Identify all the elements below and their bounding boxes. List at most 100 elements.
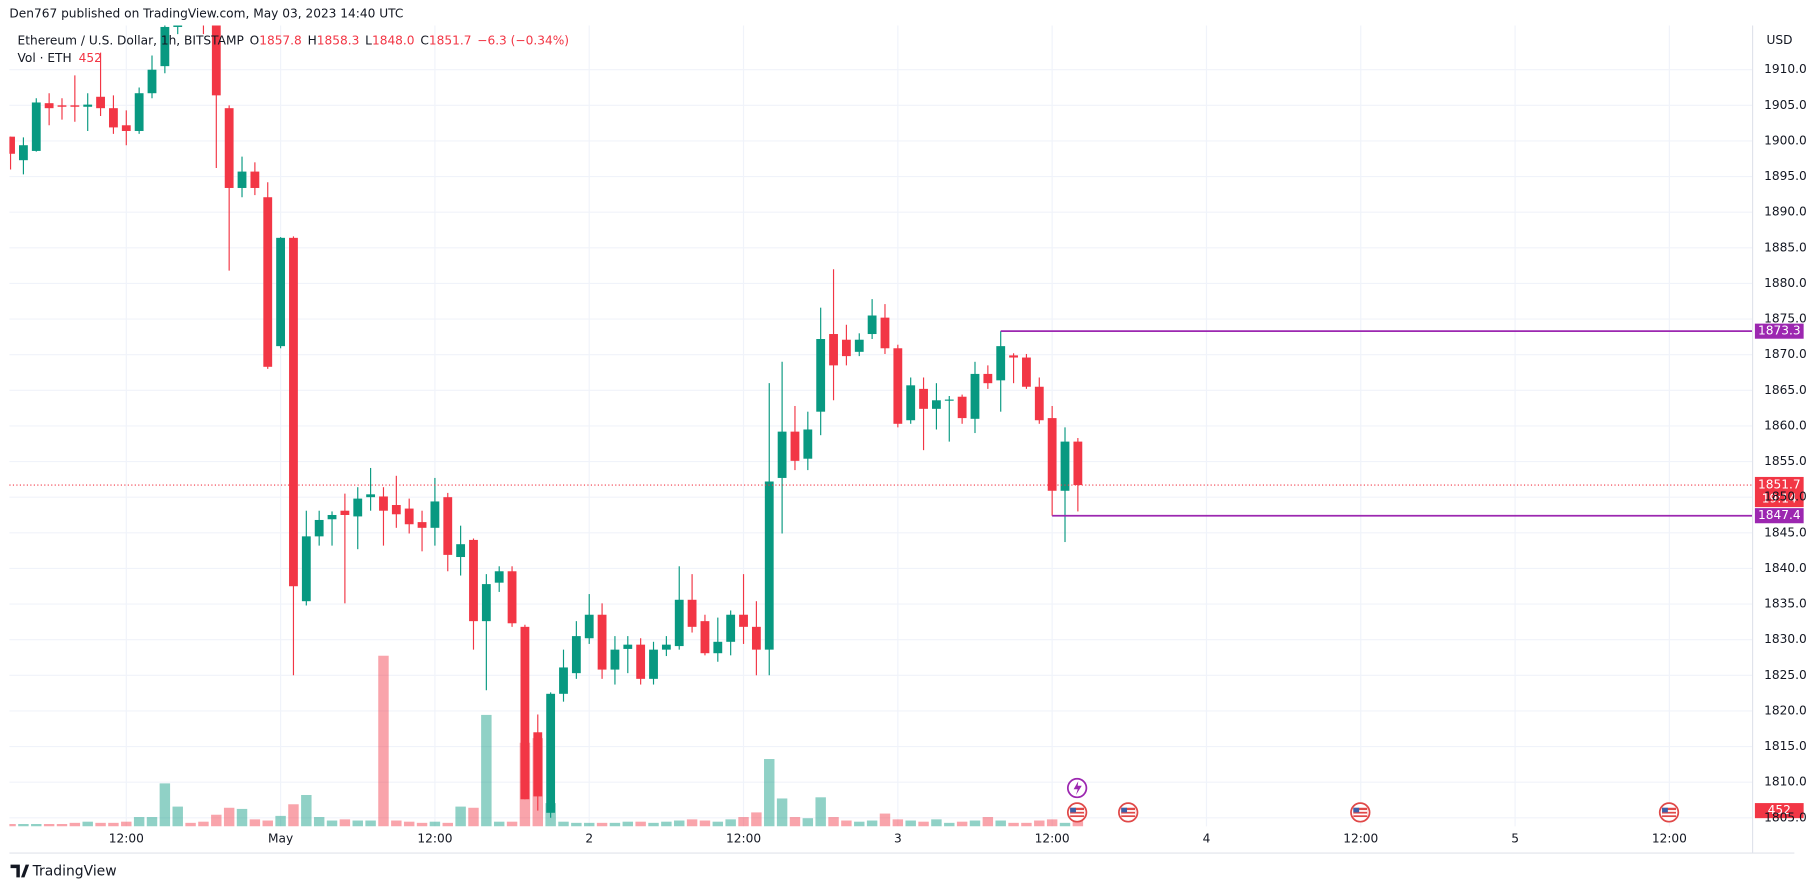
- candle-body: [353, 498, 363, 517]
- volume-bar: [82, 821, 93, 827]
- candle-body: [1022, 357, 1031, 387]
- volume-bar: [866, 820, 878, 827]
- volume-bar: [995, 820, 1006, 827]
- brand-name: TradingView: [32, 864, 117, 880]
- candle-body: [250, 171, 260, 188]
- volume-bar: [879, 813, 891, 827]
- volume-bar: [339, 819, 351, 827]
- candle-body: [314, 519, 324, 537]
- x-tick-label: 2: [585, 832, 593, 846]
- y-tick-label: 1855.0: [1764, 454, 1807, 468]
- candle-body: [301, 536, 311, 602]
- volume-bar: [223, 807, 235, 827]
- candle-body: [134, 93, 144, 131]
- volume-bar: [905, 820, 916, 827]
- candle-body: [1073, 441, 1083, 486]
- candle-body: [404, 508, 414, 525]
- candle-body: [44, 103, 54, 109]
- flag-icon[interactable]: [1350, 802, 1371, 823]
- candle-body: [957, 396, 967, 419]
- volume-layer: [9, 655, 1084, 827]
- candle-body: [970, 373, 980, 419]
- candle-body: [121, 125, 131, 131]
- candle-body: [379, 496, 388, 511]
- y-tick-label: 1865.0: [1764, 383, 1807, 397]
- volume-bar: [815, 797, 826, 827]
- candle-body: [83, 104, 93, 107]
- legend-volume-value: 452: [79, 51, 102, 65]
- volume-bar: [249, 819, 261, 827]
- volume-bar: [738, 817, 749, 827]
- volume-bar: [56, 824, 68, 827]
- volume-label-box: [1754, 803, 1804, 819]
- legend-value: 1857.8: [259, 33, 302, 47]
- x-tick-label: 12:00: [417, 832, 452, 846]
- y-tick-label: 1815.0: [1764, 739, 1807, 753]
- candle-body: [944, 399, 954, 401]
- y-tick-label: 1875.0: [1764, 312, 1807, 326]
- legend-value: 1858.3: [317, 33, 360, 47]
- volume-bar: [1021, 822, 1032, 827]
- volume-bar: [944, 822, 955, 827]
- candle-body: [469, 539, 478, 622]
- flag-icon[interactable]: [1658, 802, 1680, 823]
- volume-bar: [69, 822, 81, 827]
- y-tick-label: 1840.0: [1764, 561, 1807, 575]
- candle-body: [340, 510, 350, 515]
- candle-body: [597, 614, 607, 670]
- volume-bar: [262, 820, 273, 827]
- candle-body: [443, 497, 453, 555]
- volume-bar: [931, 819, 942, 827]
- volume-bar: [686, 819, 698, 827]
- grid: [9, 25, 1753, 827]
- volume-bar: [674, 820, 685, 827]
- y-tick-label: 1820.0: [1764, 703, 1807, 717]
- volume-bar: [648, 822, 659, 827]
- volume-bar: [802, 818, 814, 827]
- candle-body: [366, 494, 376, 498]
- flag-icon[interactable]: [1118, 802, 1139, 823]
- candle-body: [186, 0, 195, 6]
- volume-bar: [789, 817, 801, 827]
- volume-bar: [108, 822, 119, 827]
- candle-body: [584, 614, 594, 639]
- candle-body: [160, 26, 170, 67]
- candle-body: [739, 614, 748, 627]
- candle-body: [57, 105, 67, 107]
- candle-body: [96, 96, 105, 109]
- candle-body: [803, 429, 813, 459]
- publisher: Den767 published on TradingView.com, May…: [9, 6, 403, 20]
- volume-bar: [378, 655, 389, 827]
- volume-bar: [764, 759, 775, 827]
- volume-bar: [712, 821, 724, 827]
- volume-bar: [18, 824, 29, 827]
- volume-bar: [275, 815, 286, 827]
- candle-body: [893, 348, 903, 424]
- candle-body: [9, 136, 15, 154]
- volume-bar: [506, 821, 518, 827]
- volume-bar: [776, 798, 788, 827]
- volume-bar: [493, 821, 505, 827]
- candle-body: [109, 108, 118, 128]
- candle-body: [610, 649, 620, 670]
- candle-body: [816, 339, 826, 412]
- candle-body: [790, 431, 800, 461]
- legend-key: H: [308, 33, 317, 47]
- y-tick-label: 1895.0: [1764, 169, 1807, 183]
- volume-bar: [558, 821, 569, 827]
- flag-icon[interactable]: [1066, 802, 1088, 823]
- legend-series-name: Ethereum / U.S. Dollar, 1h, BITSTAMP: [18, 33, 244, 47]
- volume-bar: [391, 820, 402, 827]
- candle-body: [263, 197, 273, 367]
- candle-body: [289, 237, 298, 587]
- candle-body: [546, 693, 556, 813]
- volume-bar: [661, 821, 672, 827]
- candle-body: [559, 667, 568, 694]
- y-tick-label: 1835.0: [1764, 597, 1807, 611]
- volume-bar: [301, 794, 312, 827]
- y-tick-label: 1880.0: [1764, 276, 1807, 290]
- x-tick-label: 3: [894, 832, 902, 846]
- candle-body: [854, 339, 864, 352]
- x-tick-label: 4: [1203, 832, 1211, 846]
- volume-bar: [841, 820, 852, 827]
